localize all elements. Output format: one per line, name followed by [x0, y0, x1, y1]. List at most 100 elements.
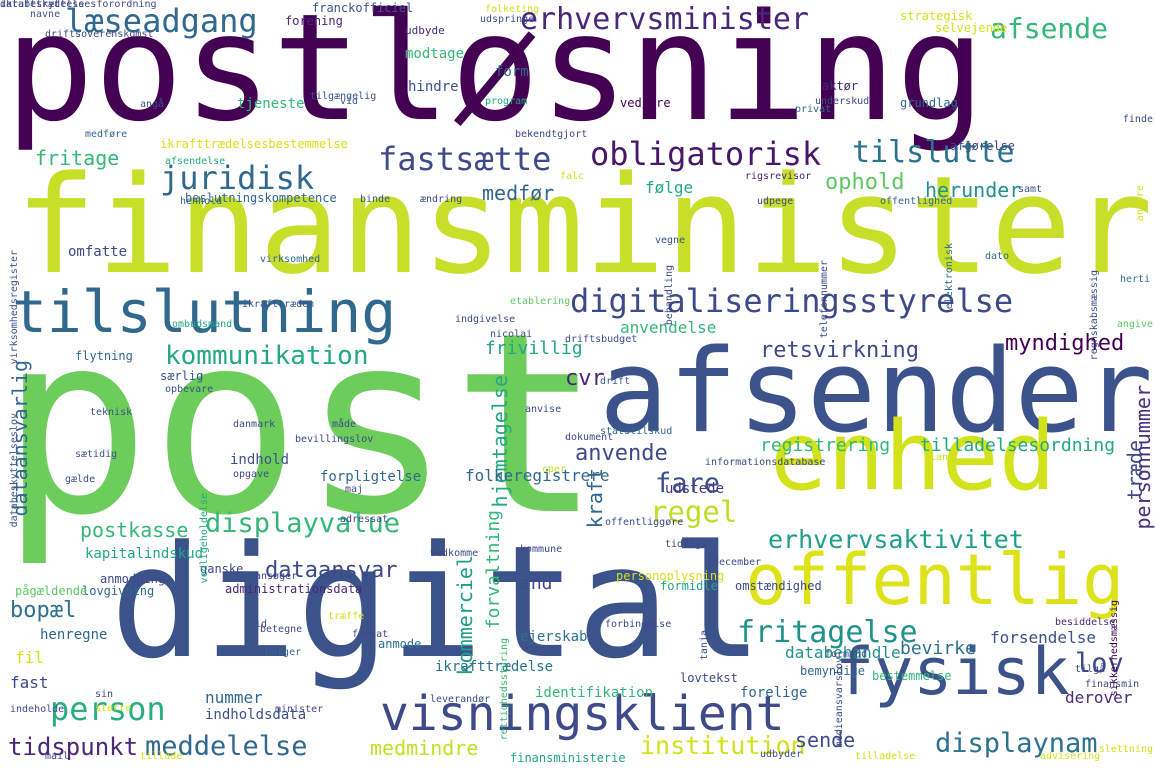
word-136: binde	[360, 194, 391, 205]
word-111: vedligeholdelse	[199, 493, 210, 584]
word-23: regel	[650, 495, 738, 529]
word-123: dato	[985, 251, 1010, 262]
word-45: kommerciel	[453, 555, 477, 676]
word-29: lov	[1075, 648, 1124, 679]
word-35: fritage	[35, 146, 120, 170]
word-16: læseadgang	[65, 2, 258, 40]
word-188: tilladelse	[855, 751, 916, 762]
word-154: måde	[332, 419, 357, 430]
word-172: træffe	[328, 611, 365, 622]
word-155: sætidig	[75, 449, 118, 460]
word-119: nicolai	[490, 329, 533, 340]
word-183: leverandør	[430, 694, 491, 705]
word-135: henhold	[180, 196, 223, 207]
word-92: flytning	[75, 349, 133, 363]
word-72: identifikation	[535, 685, 654, 701]
word-163: informationsdatabase	[705, 457, 826, 468]
word-127: navne	[30, 9, 61, 20]
word-49: personnummer	[1131, 385, 1155, 530]
word-65: henregne	[40, 627, 108, 643]
word-70: kapitalindskud	[85, 546, 204, 562]
word-118: virksomhedsregister	[9, 250, 20, 365]
word-93: særlig	[160, 369, 204, 383]
word-88: aktør	[822, 79, 859, 93]
word-59: databehandle	[785, 643, 901, 662]
word-196: ikrafttrædelse	[0, 0, 85, 10]
word-167: tidligst	[665, 539, 714, 550]
word-179: slettning	[1098, 744, 1153, 755]
word-39: herunder	[925, 178, 1022, 202]
word-19: kommunikation	[165, 341, 369, 371]
word-186: tillade	[140, 751, 183, 762]
word-153: danmark	[233, 419, 276, 430]
word-104: bestemmelse	[872, 669, 952, 683]
word-180: sin	[95, 689, 114, 700]
word-25: displaynam	[935, 728, 1098, 759]
word-94: ombudsmand	[172, 319, 233, 330]
word-161: statstilskud	[600, 426, 673, 437]
word-3: post	[0, 279, 603, 570]
word-178: finansmin	[1085, 679, 1140, 690]
word-194: finde	[1122, 114, 1153, 125]
word-184: indeholde	[10, 704, 65, 715]
word-114: bevillingslov	[295, 434, 374, 445]
word-81: modtage	[405, 46, 465, 62]
word-10: visningsklient	[380, 686, 785, 742]
word-150: etablering	[510, 296, 571, 307]
word-14: obligatorisk	[590, 135, 822, 173]
word-24: person	[50, 690, 166, 728]
word-60: forsendelse	[990, 628, 1096, 647]
word-168: kommune	[520, 544, 563, 555]
word-4: digital	[110, 512, 764, 693]
word-30: meddelelse	[145, 731, 308, 762]
word-6: enhed	[770, 402, 1056, 512]
word-195: databeskyttelsesforordning	[0, 0, 157, 10]
word-165: adressat	[340, 514, 389, 525]
word-57: medmindre	[370, 736, 479, 760]
word-160: dokument	[565, 432, 614, 443]
word-192: bekendtgjort	[515, 129, 588, 140]
word-191: underskud	[815, 96, 870, 107]
word-97: administrationsdata	[225, 582, 363, 596]
word-171: id	[255, 619, 268, 630]
word-157: opgave	[233, 469, 270, 480]
word-11: digitaliseringsstyrelse	[570, 282, 1014, 320]
word-100: ganske	[200, 562, 244, 576]
word-9: fysisk	[835, 635, 1070, 710]
word-190: advisering	[1040, 751, 1101, 762]
word-113: rettighedsstyring	[499, 638, 510, 741]
word-147: virksomhed	[260, 254, 321, 265]
word-126: driftsoverenskomst	[45, 29, 154, 40]
word-32: tidspunkt	[8, 733, 139, 761]
word-156: gælde	[65, 474, 96, 485]
word-37: følge	[645, 178, 694, 197]
word-27: myndighed	[1005, 331, 1125, 356]
word-174: forbindelse	[605, 619, 672, 630]
word-54: bopæl	[10, 598, 77, 623]
word-2: finansminister	[15, 147, 1153, 304]
word-89: grundlag	[900, 96, 958, 110]
word-151: driftsbudget	[565, 334, 638, 345]
word-148: ikrafttræden	[242, 299, 315, 310]
word-77: beslutningskompetence	[185, 191, 337, 205]
word-36: medfør	[482, 181, 555, 205]
word-181: større	[95, 703, 132, 714]
word-84: forening	[285, 14, 343, 28]
word-120: angive	[1116, 319, 1153, 330]
word-117: databeskyttelseslov	[9, 413, 20, 528]
word-12: juridisk	[160, 159, 315, 197]
word-52: folkeregistrere	[465, 466, 610, 485]
word-166: maj	[345, 484, 364, 495]
word-43: cvr	[565, 366, 605, 391]
word-182: minister	[275, 704, 324, 715]
word-86: strategisk	[900, 9, 973, 23]
word-79: tjeneste	[237, 96, 305, 112]
word-144: telefonnummer	[819, 260, 830, 339]
word-61: derover	[1065, 688, 1133, 707]
word-112: december	[713, 557, 762, 568]
word-44: forvaltning	[483, 510, 504, 630]
word-47: hjemtagelse	[488, 375, 512, 508]
word-38: ophold	[825, 170, 905, 195]
word-133: medføre	[85, 129, 128, 140]
